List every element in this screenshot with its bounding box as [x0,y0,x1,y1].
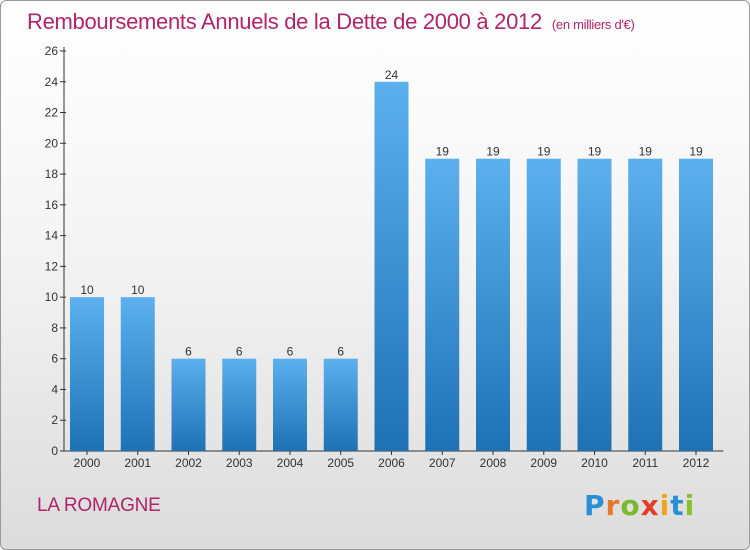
y-tick-label: 24 [45,75,59,89]
x-tick-label: 2006 [378,456,405,470]
x-tick-label: 2008 [480,456,507,470]
logo-letter: i [684,489,696,522]
bar-series [70,81,713,452]
bar [476,158,510,451]
y-tick-label: 26 [45,44,59,58]
data-label: 6 [185,345,192,359]
x-tick-label: 2007 [429,456,456,470]
x-tick-label: 2005 [327,456,354,470]
x-tick-label: 2009 [530,456,557,470]
data-label: 19 [537,145,551,159]
x-tick-label: 2012 [683,456,710,470]
data-label: 10 [131,283,145,297]
y-tick-label: 8 [51,321,58,335]
x-tick-label: 2002 [175,456,202,470]
data-label: 19 [639,145,653,159]
bar [628,158,663,451]
bar [222,358,257,451]
y-tick-label: 10 [45,290,59,304]
data-label: 19 [588,145,602,159]
data-label: 6 [287,345,294,359]
bar [171,358,206,451]
data-labels: 10 10 6 6 6 6 24 19 19 19 19 19 19 [80,68,703,359]
y-tick-label: 22 [45,106,59,120]
logo-letter: i [659,489,671,522]
bar [526,158,561,451]
y-tick-label: 2 [51,413,58,427]
data-label: 19 [486,145,500,159]
x-tick-label: 2001 [124,456,151,470]
logo-letter: t [670,489,685,522]
logo-letter: o [620,489,641,522]
data-label: 6 [236,345,243,359]
proxiti-logo: Proxiti [584,489,695,522]
logo-letter: r [605,489,621,522]
y-tick-label: 12 [45,259,59,273]
x-tick-label: 2010 [581,456,608,470]
data-label: 6 [337,345,344,359]
bar [679,158,713,451]
data-label: 19 [436,145,450,159]
y-tick-label: 20 [45,136,59,150]
bar [323,358,358,451]
y-tick-label: 18 [45,167,59,181]
bar [273,358,307,451]
x-tick-label: 2000 [74,456,101,470]
data-label: 19 [689,145,703,159]
commune-name: LA ROMAGNE [37,495,161,516]
bar [425,158,460,451]
y-tick-label: 16 [45,198,59,212]
chart-title-unit: (en milliers d'€) [551,17,635,32]
x-tick-label: 2011 [632,456,658,470]
bar [70,297,104,451]
data-label: 10 [80,283,94,297]
bar [120,297,155,451]
x-tick-label: 2003 [226,456,253,470]
x-axis: 2000 2001 2002 2003 2004 2005 2006 2007 2008 2009… [64,450,724,470]
data-label: 24 [385,68,399,82]
bar [374,81,409,452]
y-tick-label: 14 [45,229,59,243]
y-tick-label: 6 [51,352,58,366]
y-tick-label: 4 [51,382,58,396]
chart-title-main: Remboursements Annuels de la Dette de 20… [27,9,542,34]
x-tick-label: 2004 [277,456,304,470]
logo-letter: x [640,489,660,522]
chart-title: Remboursements Annuels de la Dette de 20… [27,9,635,35]
logo-letter: P [584,489,606,522]
y-tick-label: 0 [51,444,58,458]
bar [577,158,612,451]
